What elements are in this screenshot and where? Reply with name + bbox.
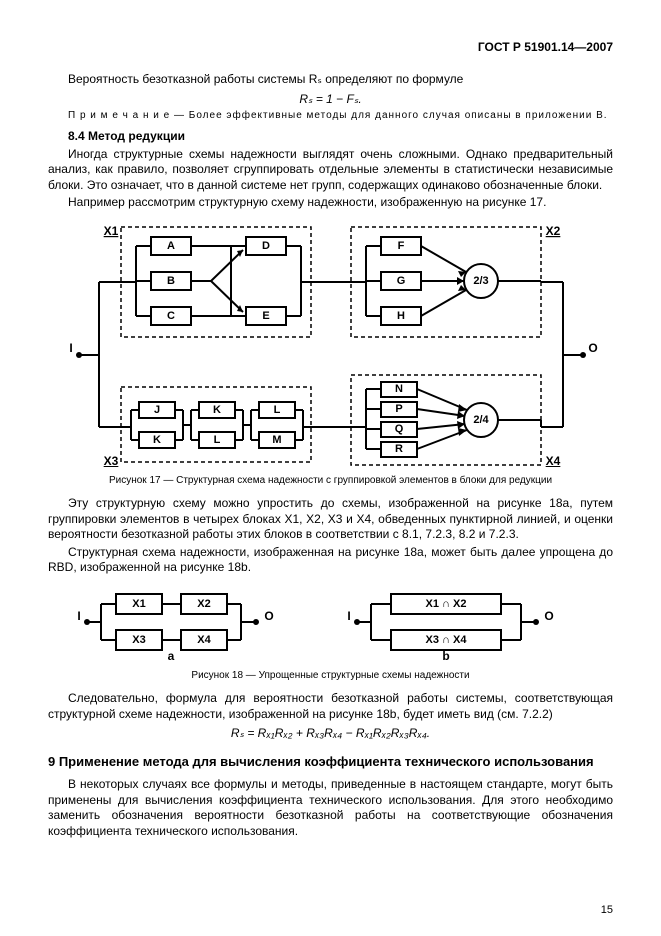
block-x3x4: X3 ∩ X4 [425,634,467,646]
block-l: L [213,434,220,446]
block-a: A [167,240,175,252]
paragraph: Следовательно, формула для вероятности б… [48,691,613,722]
doc-header: ГОСТ Р 51901.14—2007 [48,40,613,54]
block-c: C [167,310,175,322]
block-d: D [262,240,270,252]
paragraph: Иногда структурные схемы надежности выгл… [48,147,613,194]
figure-17-caption: Рисунок 17 — Структурная схема надежност… [48,475,613,486]
group-x2: X2 [545,224,560,238]
block-r: R [395,443,403,455]
block-b: B [167,275,175,287]
figure-18-diagram: I X1 X3 X2 X4 O a I X1 ∩ X2 X3 ∩ X4 O b [71,582,591,662]
block-m: M [272,434,281,446]
block-e: E [262,310,269,322]
block-x1x2: X1 ∩ X2 [425,598,466,610]
figure-17-diagram: I O X1 A B C D E [61,217,601,467]
paragraph: Например рассмотрим структурную схему на… [48,195,613,211]
terminal-o-b: O [544,609,553,623]
block-k: K [153,434,161,446]
block-k2: K [213,404,221,416]
terminal-o: O [588,341,597,355]
block-x4: X4 [197,634,211,646]
subsection-8-4: 8.4 Метод редукции [68,129,613,143]
terminal-i-a: I [77,609,80,623]
terminal-i-b: I [347,609,350,623]
group-x1: X1 [103,224,118,238]
block-g: G [396,275,405,287]
group-x3: X3 [103,454,118,467]
formula: Rₛ = 1 − Fₛ. [48,92,613,106]
paragraph: Эту структурную схему можно упростить до… [48,496,613,543]
block-x1: X1 [132,598,145,610]
terminal-i: I [69,341,72,355]
voter-2-4: 2/4 [473,414,489,426]
block-f: F [397,240,404,252]
section-9: 9 Применение метода для вычисления коэфф… [48,754,613,769]
page-number: 15 [601,904,613,916]
group-x4: X4 [545,454,560,467]
block-n: N [395,383,403,395]
block-x3: X3 [132,634,145,646]
voter-2-3: 2/3 [473,275,488,287]
block-l2: L [273,404,280,416]
block-q: Q [394,423,403,435]
paragraph: Вероятность безотказной работы системы R… [48,72,613,88]
block-h: H [397,310,405,322]
block-j: J [153,404,159,416]
paragraph: Структурная схема надежности, изображенн… [48,545,613,576]
sublabel-b: b [442,649,449,662]
figure-18-caption: Рисунок 18 — Упрощенные структурные схем… [48,670,613,681]
block-p: P [395,403,402,415]
note: П р и м е ч а н и е — Более эффективные … [68,110,613,121]
paragraph: В некоторых случаях все формулы и методы… [48,777,613,839]
sublabel-a: a [167,649,174,662]
block-x2: X2 [197,598,210,610]
formula: Rₛ = Rₓ₁Rₓ₂ + Rₓ₃Rₓ₄ − Rₓ₁Rₓ₂Rₓ₃Rₓ₄. [48,726,613,740]
terminal-o-a: O [264,609,273,623]
